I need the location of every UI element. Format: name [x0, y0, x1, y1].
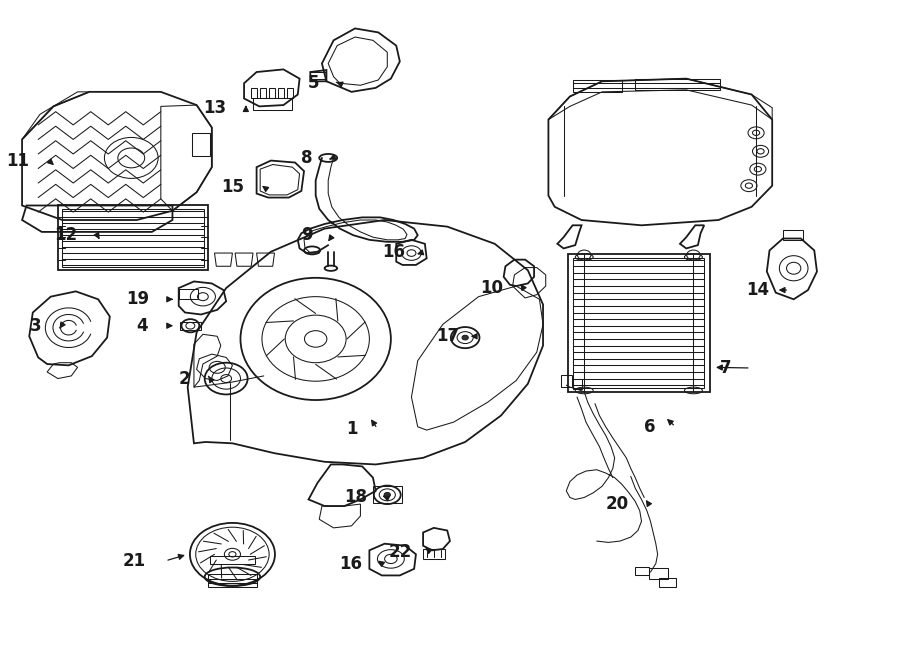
- Bar: [269, 88, 275, 99]
- Bar: [423, 549, 445, 559]
- Bar: [310, 72, 327, 79]
- Bar: [210, 555, 255, 563]
- Text: 13: 13: [203, 99, 226, 117]
- Text: 21: 21: [122, 552, 146, 570]
- Bar: [561, 375, 572, 387]
- Text: 20: 20: [606, 495, 629, 513]
- Text: 5: 5: [308, 74, 320, 92]
- Bar: [660, 578, 676, 587]
- Text: 16: 16: [339, 555, 362, 573]
- Bar: [58, 205, 208, 270]
- Bar: [635, 79, 720, 90]
- Text: 4: 4: [136, 316, 148, 335]
- Bar: [278, 88, 284, 99]
- Bar: [783, 230, 803, 240]
- Text: 7: 7: [719, 359, 731, 377]
- Bar: [572, 80, 622, 92]
- Text: 22: 22: [388, 544, 411, 561]
- Text: 14: 14: [746, 281, 769, 299]
- Text: 16: 16: [382, 243, 405, 261]
- Bar: [573, 379, 582, 389]
- Bar: [635, 567, 649, 575]
- Ellipse shape: [384, 493, 391, 497]
- Text: 17: 17: [436, 327, 459, 346]
- Text: 2: 2: [179, 369, 191, 387]
- Bar: [208, 574, 256, 587]
- Bar: [573, 258, 704, 388]
- Ellipse shape: [462, 335, 468, 340]
- Bar: [373, 487, 401, 502]
- Bar: [568, 254, 709, 392]
- Text: 11: 11: [6, 152, 29, 169]
- Text: 1: 1: [346, 420, 357, 438]
- Text: 3: 3: [30, 316, 41, 335]
- Text: 9: 9: [302, 226, 313, 244]
- Text: 19: 19: [126, 291, 149, 308]
- Text: 12: 12: [54, 226, 77, 244]
- Text: 18: 18: [344, 489, 366, 506]
- Bar: [287, 88, 293, 99]
- Text: 10: 10: [481, 279, 504, 297]
- Text: 8: 8: [302, 149, 313, 167]
- Bar: [649, 568, 669, 579]
- Bar: [179, 289, 198, 299]
- Bar: [180, 322, 201, 330]
- Bar: [62, 209, 203, 267]
- Bar: [251, 88, 257, 99]
- Bar: [260, 88, 266, 99]
- Text: 15: 15: [221, 178, 244, 196]
- Text: 6: 6: [644, 418, 656, 436]
